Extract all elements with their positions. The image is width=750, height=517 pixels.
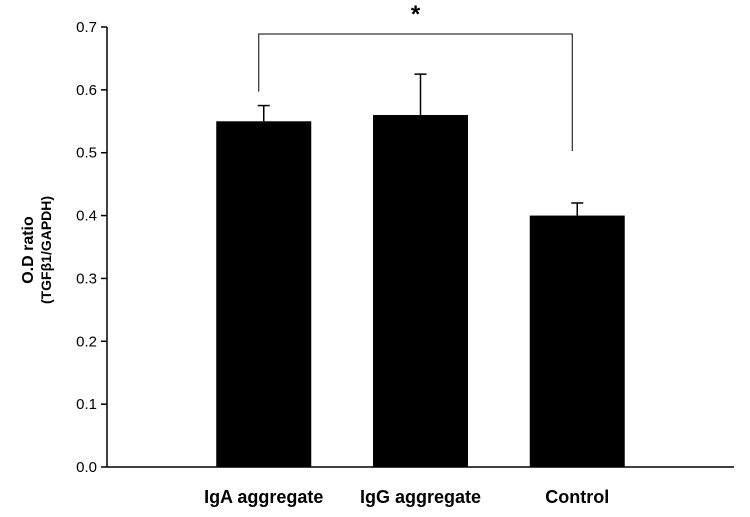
x-axis-labels: IgA aggregate IgG aggregate Control <box>204 487 609 507</box>
y-tick-label: 0.5 <box>76 145 97 162</box>
significance-marker: * <box>411 1 421 28</box>
significance-bracket: * <box>258 1 573 151</box>
y-axis-label: O.D ratio <box>20 216 37 284</box>
bar <box>373 115 468 467</box>
y-axis-ticks: 0.0 0.1 0.2 0.3 0.4 0.5 0.6 0.7 <box>76 19 107 476</box>
x-tick-label: IgA aggregate <box>204 487 323 507</box>
y-axis-title: O.D ratio (TGFβ1/GAPDH) <box>20 196 54 304</box>
bar <box>529 215 625 467</box>
bars <box>216 73 625 468</box>
y-tick-label: 0.2 <box>76 333 97 350</box>
y-tick-label: 0.1 <box>76 396 97 413</box>
x-tick-label: Control <box>545 487 609 507</box>
significance-line <box>258 33 573 151</box>
y-tick-label: 0.0 <box>76 459 97 476</box>
x-tick-label: IgG aggregate <box>360 487 481 507</box>
y-tick-label: 0.3 <box>76 270 97 287</box>
y-tick-label: 0.6 <box>76 82 97 99</box>
y-axis-sublabel: (TGFβ1/GAPDH) <box>38 196 54 304</box>
y-tick-label: 0.7 <box>76 19 97 36</box>
bar <box>216 121 312 468</box>
y-tick-label: 0.4 <box>76 208 97 225</box>
